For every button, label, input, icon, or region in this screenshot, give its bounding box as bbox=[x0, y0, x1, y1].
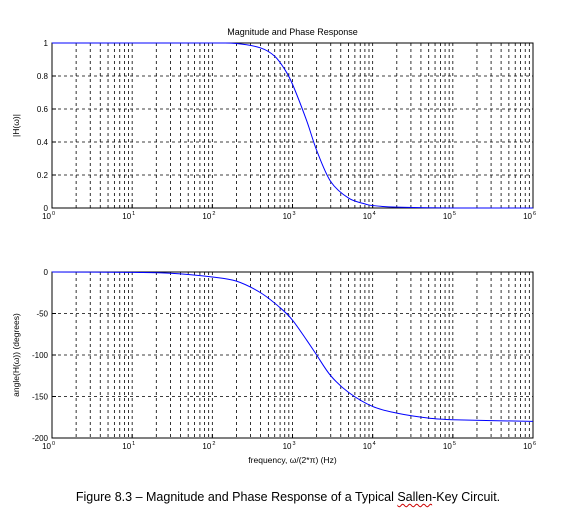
y-tick-label: -150 bbox=[32, 393, 49, 402]
series-line-1 bbox=[51, 271, 534, 422]
y-tick-label: -50 bbox=[36, 310, 48, 319]
x-tick-exponent: 0 bbox=[52, 211, 55, 217]
figure-caption: Figure 8.3 – Magnitude and Phase Respons… bbox=[0, 490, 576, 504]
x-tick-label: 10 bbox=[443, 442, 452, 451]
chart-1: 10 0 10 1 10 2 10 3 10 4 10 5 10 600.20.40.60.81Magni… bbox=[11, 27, 536, 221]
x-tick-label: 10 bbox=[42, 442, 51, 451]
x-tick-exponent: 5 bbox=[453, 211, 456, 217]
x-tick-exponent: 4 bbox=[373, 441, 376, 447]
caption-suffix: -Key Circuit. bbox=[432, 490, 501, 504]
chart-2: 10 0 10 1 10 2 10 3 10 4 10 5 10 60-50-100-150-200fre… bbox=[11, 268, 536, 465]
x-tick-exponent: 1 bbox=[132, 441, 135, 447]
plots-group: 10 0 10 1 10 2 10 3 10 4 10 5 10 600.20.40.60.81Magni… bbox=[11, 27, 536, 465]
x-tick-label: 10 bbox=[523, 212, 532, 221]
x-tick-exponent: 3 bbox=[293, 211, 296, 217]
x-tick-label: 10 bbox=[202, 442, 211, 451]
x-tick-exponent: 1 bbox=[132, 211, 135, 217]
y-tick-label: 0.4 bbox=[37, 138, 49, 147]
caption-underlined-word: Sallen bbox=[397, 490, 433, 504]
x-tick-label: 10 bbox=[523, 442, 532, 451]
x-tick-label: 10 bbox=[443, 212, 452, 221]
x-tick-label: 10 bbox=[283, 442, 292, 451]
x-axis-label: frequency, ω/(2*π) (Hz) bbox=[248, 455, 337, 465]
x-tick-exponent: 5 bbox=[453, 441, 456, 447]
plot-area bbox=[52, 43, 533, 208]
y-tick-label: 0 bbox=[44, 204, 49, 213]
x-tick-exponent: 2 bbox=[212, 441, 215, 447]
x-tick-exponent: 4 bbox=[373, 211, 376, 217]
x-tick-label: 10 bbox=[42, 212, 51, 221]
y-tick-label: 1 bbox=[44, 39, 49, 48]
x-tick-exponent: 6 bbox=[533, 211, 536, 217]
x-tick-label: 10 bbox=[122, 212, 131, 221]
x-tick-label: 10 bbox=[363, 442, 372, 451]
series-line-1 bbox=[51, 42, 534, 209]
x-tick-exponent: 0 bbox=[52, 441, 55, 447]
y-axis-label: |H(ω)| bbox=[11, 114, 21, 137]
chart-title: Magnitude and Phase Response bbox=[227, 27, 358, 37]
y-tick-label: 0.2 bbox=[37, 171, 49, 180]
caption-prefix: Figure 8.3 – Magnitude and Phase Respons… bbox=[75, 490, 398, 504]
y-tick-label: 0 bbox=[44, 268, 49, 277]
x-tick-label: 10 bbox=[122, 442, 131, 451]
y-axis-label: angle(H(ω)) (degrees) bbox=[11, 313, 21, 397]
y-tick-label: -100 bbox=[32, 351, 49, 360]
y-tick-label: -200 bbox=[32, 434, 49, 443]
x-tick-exponent: 6 bbox=[533, 441, 536, 447]
x-tick-label: 10 bbox=[363, 212, 372, 221]
y-tick-label: 0.6 bbox=[37, 105, 49, 114]
figure: 10 0 10 1 10 2 10 3 10 4 10 5 10 600.20.40.60.81Magni… bbox=[11, 27, 536, 465]
x-tick-label: 10 bbox=[283, 212, 292, 221]
y-tick-label: 0.8 bbox=[37, 72, 49, 81]
x-tick-exponent: 3 bbox=[293, 441, 296, 447]
x-tick-label: 10 bbox=[202, 212, 211, 221]
x-tick-exponent: 2 bbox=[212, 211, 215, 217]
